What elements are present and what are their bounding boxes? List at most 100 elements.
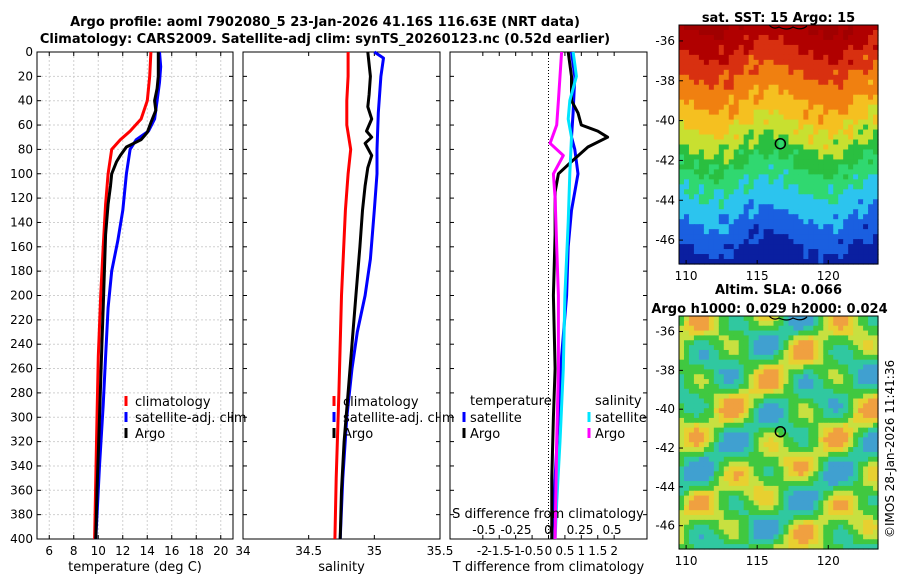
map-cell (763, 249, 770, 255)
map-cell (873, 74, 879, 81)
map-cell (713, 209, 720, 215)
map-cell (763, 388, 770, 395)
map-cell (683, 340, 690, 346)
map-cell (698, 456, 705, 463)
map-cell (838, 383, 844, 390)
map-cell (713, 510, 720, 516)
map-cell (793, 461, 799, 468)
map-cell (703, 456, 710, 463)
map-cell (748, 417, 755, 424)
map-cell (743, 544, 750, 550)
map-cell (768, 224, 775, 230)
map-cell (813, 316, 819, 322)
map-cell (718, 204, 725, 210)
map-cell (813, 64, 819, 71)
map-cell (778, 417, 785, 424)
map-cell (828, 335, 834, 341)
map-cell (679, 189, 685, 195)
map-cell (823, 69, 829, 76)
map-cell (863, 485, 869, 492)
map-cell (793, 74, 799, 81)
map-cell (813, 249, 819, 255)
map-cell (833, 179, 839, 185)
x-tick-label: 120 (817, 269, 840, 283)
map-cell (688, 476, 695, 482)
map-cell (853, 432, 859, 438)
map-cell (728, 456, 735, 463)
map-cell (778, 427, 785, 434)
map-cell (758, 144, 765, 151)
y-tick-label: 80 (18, 142, 33, 156)
map-cell (773, 34, 780, 41)
map-cell (858, 398, 864, 404)
map-cell (758, 149, 765, 156)
map-cell (783, 179, 790, 185)
map-cell (793, 174, 799, 180)
map-cell (863, 44, 869, 51)
map-cell (768, 485, 775, 492)
map-cell (738, 44, 745, 51)
map-cell (863, 109, 869, 116)
map-cell (728, 466, 735, 472)
map-cell (808, 340, 814, 346)
map-cell (803, 49, 809, 56)
map-cell (843, 44, 849, 51)
map-cell (793, 209, 799, 215)
map-cell (838, 519, 844, 526)
map-cell (718, 119, 725, 126)
map-cell (683, 64, 690, 71)
map-cell (723, 204, 730, 210)
map-cell (738, 529, 745, 536)
x-tick-label: 2 (610, 544, 618, 558)
map-cell (778, 354, 785, 361)
map-cell (768, 515, 775, 521)
map-cell (793, 388, 799, 395)
map-cell (723, 495, 730, 502)
map-cell (828, 189, 834, 195)
map-cell (738, 214, 745, 220)
map-cell (788, 139, 795, 146)
map-cell (793, 34, 799, 41)
map-cell (778, 34, 785, 41)
map-cell (803, 403, 809, 409)
map-cell (743, 524, 750, 531)
map-cell (728, 34, 735, 41)
map-cell (848, 229, 854, 235)
map-cell (858, 39, 864, 46)
map-cell (703, 94, 710, 101)
map-cell (853, 345, 859, 351)
map-cell (868, 109, 874, 116)
map-cell (873, 34, 879, 41)
map-cell (728, 119, 735, 126)
map-cell (773, 244, 780, 250)
map-cell (708, 29, 715, 36)
map-cell (708, 408, 715, 414)
map-cell (783, 189, 790, 195)
map-cell (763, 413, 770, 419)
map-cell (688, 139, 695, 146)
map-cell (693, 519, 700, 526)
map-cell (818, 461, 824, 468)
map-cell (818, 124, 824, 131)
map-cell (828, 234, 834, 240)
map-cell (683, 398, 690, 404)
map-cell (723, 398, 730, 404)
map-cell (818, 149, 824, 156)
map-cell (788, 510, 795, 516)
map-cell (708, 379, 715, 385)
map-cell (808, 64, 814, 71)
map-cell (743, 490, 750, 497)
map-cell (738, 189, 745, 195)
map-cell (868, 209, 874, 215)
map-cell (723, 364, 730, 370)
map-cell (753, 104, 760, 111)
map-cell (758, 194, 765, 200)
map-cell (818, 320, 824, 327)
map-cell (808, 349, 814, 356)
map-cell (823, 349, 829, 356)
map-cell (683, 49, 690, 56)
map-cell (753, 39, 760, 46)
map-cell (753, 476, 760, 482)
map-cell (788, 427, 795, 434)
map-cell (848, 461, 854, 468)
